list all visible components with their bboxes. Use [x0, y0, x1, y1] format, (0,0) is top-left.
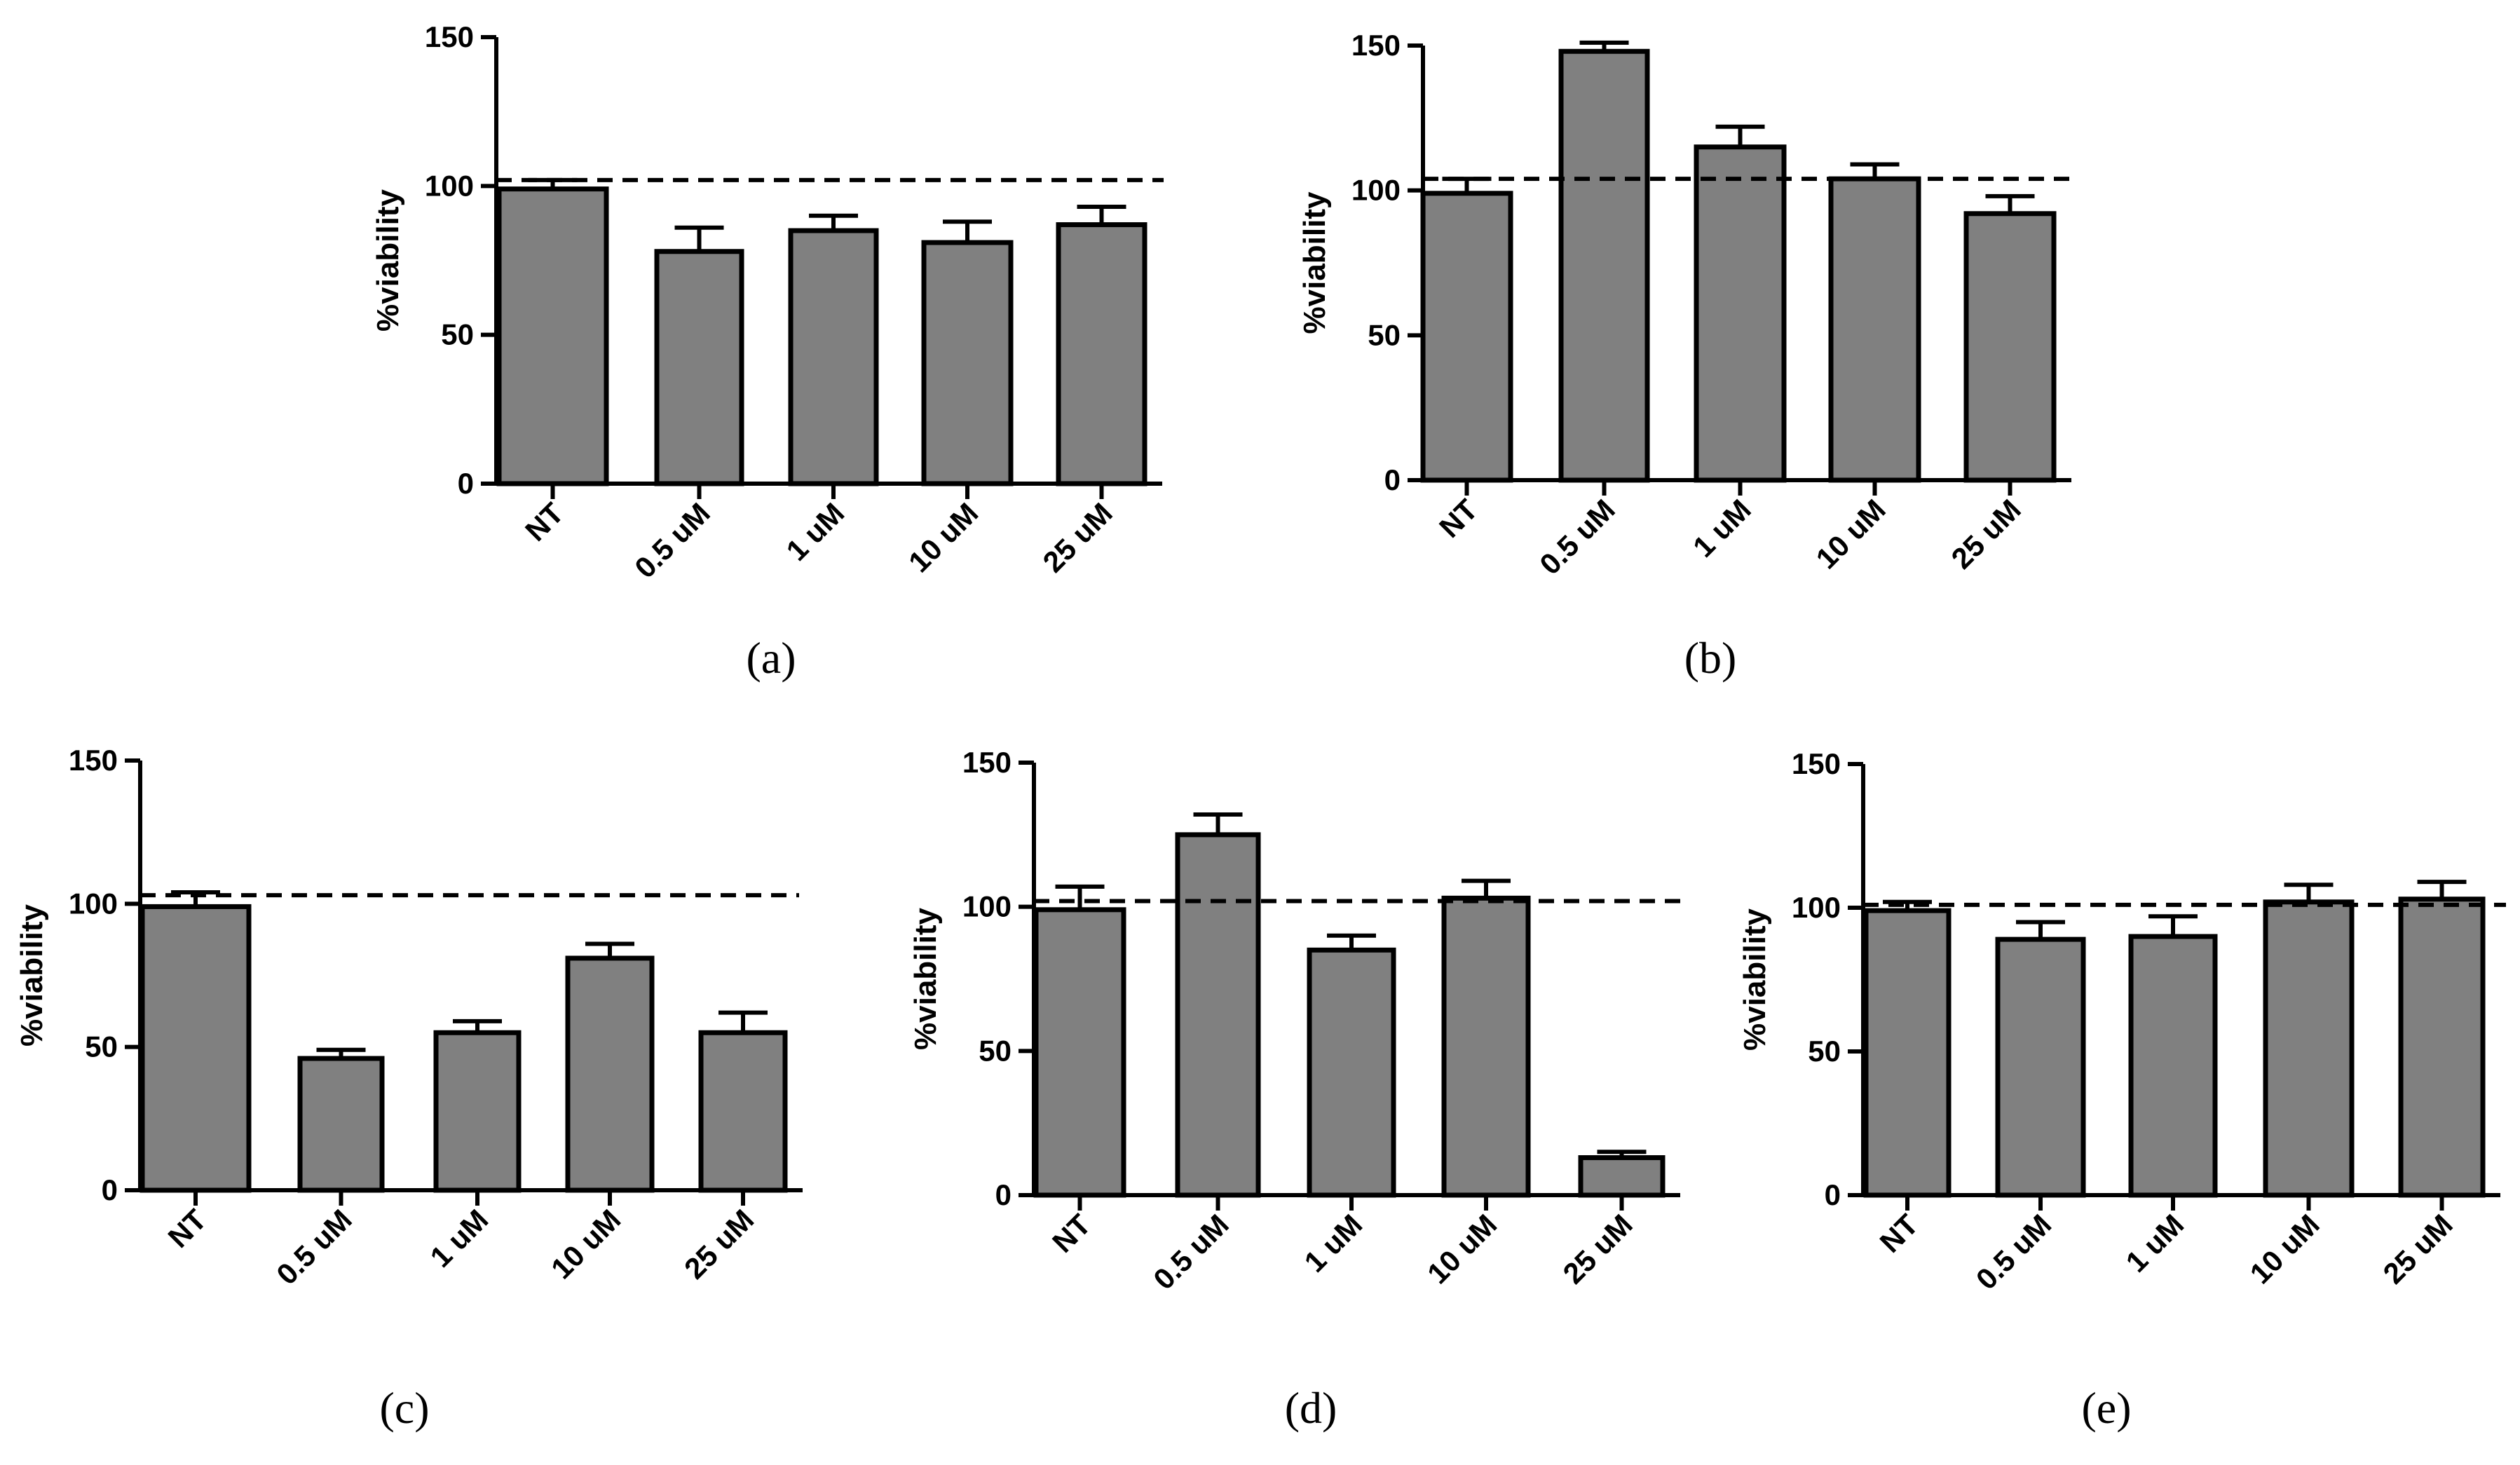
y-tick-label: 150 [69, 744, 118, 777]
y-tick-label: 50 [85, 1030, 118, 1063]
y-tick-label: 0 [1825, 1178, 1841, 1211]
y-tick-label: 150 [1792, 747, 1841, 780]
y-axis-title: %viability [371, 189, 405, 331]
x-category-label: 10 uM [902, 496, 984, 578]
x-category-label: 1 uM [2119, 1208, 2190, 1279]
panel-label: (b) [1684, 633, 1737, 683]
bar [1033, 907, 1126, 1198]
bar [921, 240, 1014, 486]
bar [2263, 899, 2355, 1198]
y-axis-title: %viability [15, 904, 49, 1046]
panel-label: (c) [379, 1383, 429, 1433]
bar [654, 249, 744, 486]
bar [1420, 191, 1513, 483]
x-category-label: 0.5 uM [1970, 1208, 2058, 1296]
bar [496, 186, 609, 486]
chart-panel-4: 0 50 100 150 %viability NT 0.5 uM 1 uM 10 uM 25 u… [908, 746, 1686, 1433]
chart-panel-2: 0 50 100 150 %viability NT 0.5 uM 1 uM 10 uM 25 u… [1298, 29, 2078, 683]
y-tick-label: 50 [1808, 1035, 1841, 1068]
y-tick-label: 0 [1384, 463, 1401, 496]
x-category-label: 1 uM [1298, 1208, 1368, 1279]
bar [2128, 934, 2218, 1198]
bar [1863, 908, 1952, 1198]
x-category-label: 1 uM [423, 1203, 494, 1274]
y-tick-label: 50 [979, 1034, 1012, 1067]
y-tick-label: 150 [962, 746, 1012, 779]
x-category-label: 25 uM [678, 1203, 760, 1285]
panel-label: (a) [746, 633, 796, 683]
y-tick-label: 0 [458, 467, 474, 500]
y-tick-label: 100 [69, 887, 118, 920]
y-tick-label: 100 [962, 890, 1012, 923]
x-category-label: NT [1433, 493, 1484, 544]
y-tick-label: 100 [1792, 891, 1841, 924]
bar [297, 1056, 385, 1193]
x-category-label: 10 uM [1809, 493, 1891, 575]
bar [1995, 936, 2086, 1198]
bar [698, 1030, 788, 1193]
panel-label: (e) [2081, 1383, 2131, 1433]
bar [1963, 211, 2057, 483]
y-tick-label: 0 [102, 1173, 118, 1206]
bar [1056, 222, 1147, 486]
x-category-label: 25 uM [2376, 1208, 2458, 1290]
bar [1578, 1155, 1666, 1198]
panel-label: (d) [1285, 1383, 1337, 1433]
x-category-label: NT [1874, 1208, 1925, 1259]
chart-panel-3: 0 50 100 150 %viability NT 0.5 uM 1 uM 10 uM 25 u… [15, 744, 803, 1433]
bar [1694, 144, 1787, 483]
bar [1307, 947, 1396, 1198]
bar [1828, 176, 1921, 483]
y-tick-label: 50 [441, 318, 474, 351]
y-tick-label: 150 [425, 20, 474, 53]
x-category-label: NT [1046, 1208, 1097, 1259]
x-category-label: 25 uM [1556, 1208, 1638, 1290]
y-axis-title: %viability [1738, 908, 1772, 1050]
bar [565, 955, 655, 1193]
y-tick-label: 150 [1351, 29, 1401, 62]
x-category-label: 0.5 uM [1533, 493, 1621, 581]
x-category-label: 0.5 uM [1147, 1208, 1235, 1296]
bar [433, 1030, 522, 1193]
y-tick-label: 100 [1351, 174, 1401, 207]
y-axis-title: %viability [908, 907, 943, 1049]
bar [1175, 832, 1261, 1198]
y-axis-title: %viability [1298, 191, 1332, 334]
bar [1441, 895, 1531, 1198]
x-category-label: NT [519, 496, 570, 547]
chart-panel-1: 0 50 100 150 %viability NT 0.5 uM 1 uM 10 uM 25 u… [371, 20, 1164, 683]
bar [139, 904, 252, 1193]
chart-panel-5: 0 50 100 150 %viability NT 0.5 uM 1 uM 10 uM 25 u… [1738, 747, 2506, 1433]
x-category-label: 0.5 uM [628, 496, 716, 585]
x-category-label: 0.5 uM [270, 1203, 358, 1291]
x-category-label: 10 uM [2243, 1208, 2325, 1290]
bar [1558, 48, 1650, 483]
x-category-label: 1 uM [1687, 493, 1757, 564]
bar [788, 228, 879, 486]
y-tick-label: 100 [425, 169, 474, 202]
y-tick-label: 50 [1368, 318, 1401, 351]
bar [2398, 897, 2486, 1198]
x-category-label: 25 uM [1036, 496, 1118, 578]
x-category-label: 1 uM [779, 496, 850, 567]
x-category-label: 25 uM [1945, 493, 2027, 575]
x-category-label: 10 uM [1421, 1208, 1503, 1290]
x-category-label: NT [162, 1203, 213, 1254]
x-category-label: 10 uM [545, 1203, 627, 1285]
y-tick-label: 0 [995, 1178, 1012, 1211]
